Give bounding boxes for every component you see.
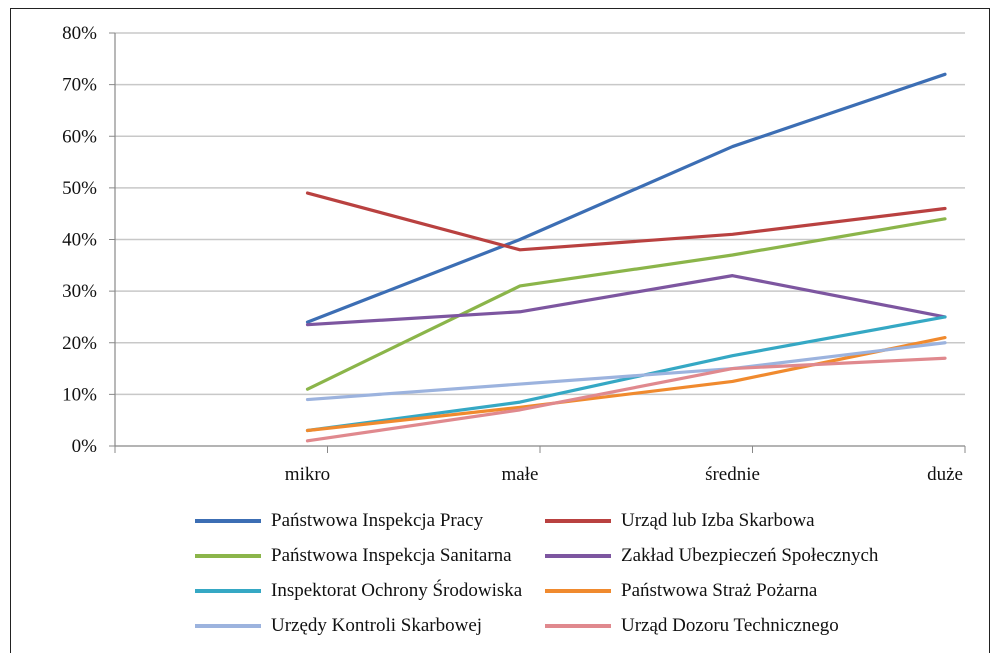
x-tick-label: mikro bbox=[285, 464, 330, 485]
series-lines bbox=[305, 72, 947, 443]
legend-label: Państwowa Inspekcja Pracy bbox=[271, 510, 484, 531]
axes bbox=[109, 32, 966, 453]
series-line bbox=[305, 335, 947, 433]
legend-swatch bbox=[545, 519, 611, 523]
legend-item: Państwowa Straż Pożarna bbox=[545, 579, 817, 603]
legend-item: Państwowa Inspekcja Sanitarna bbox=[195, 544, 512, 568]
legend-item: Inspektorat Ochrony Środowiska bbox=[195, 579, 522, 603]
legend-item: Urząd lub Izba Skarbowa bbox=[545, 509, 815, 533]
y-tick-label: 40% bbox=[62, 230, 97, 251]
y-tick-label: 60% bbox=[62, 126, 97, 147]
legend-swatch bbox=[195, 589, 261, 593]
series-line bbox=[305, 341, 947, 402]
legend-label: Urząd lub Izba Skarbowa bbox=[621, 510, 815, 531]
y-tick-labels: 0% 10% 20% 30% 40% 50% 60% 70% 80% bbox=[62, 23, 97, 457]
legend-label: Państwowa Inspekcja Sanitarna bbox=[271, 545, 512, 566]
series-line bbox=[305, 217, 947, 391]
legend-item: Urzędy Kontroli Skarbowej bbox=[195, 614, 482, 638]
y-tick-label: 80% bbox=[62, 23, 97, 44]
y-tick-label: 10% bbox=[62, 384, 97, 405]
series-line bbox=[305, 315, 947, 433]
legend-item: Urząd Dozoru Technicznego bbox=[545, 614, 839, 638]
y-tick-label: 0% bbox=[72, 436, 98, 457]
legend-label: Zakład Ubezpieczeń Społecznych bbox=[621, 545, 879, 566]
series-line bbox=[305, 191, 947, 252]
legend-swatch bbox=[195, 519, 261, 523]
x-tick-label: średnie bbox=[705, 464, 760, 485]
y-tick-label: 30% bbox=[62, 281, 97, 302]
legend-swatch bbox=[545, 624, 611, 628]
x-tick-label: duże bbox=[927, 464, 963, 485]
series-line bbox=[305, 72, 947, 324]
gridlines bbox=[115, 32, 965, 396]
y-tick-label: 50% bbox=[62, 178, 97, 199]
y-tick-label: 70% bbox=[62, 75, 97, 96]
legend-label: Urząd Dozoru Technicznego bbox=[621, 615, 839, 636]
legend-swatch bbox=[195, 624, 261, 628]
legend-swatch bbox=[545, 589, 611, 593]
legend-label: Państwowa Straż Pożarna bbox=[621, 580, 818, 601]
legend-swatch bbox=[195, 554, 261, 558]
series-line bbox=[305, 274, 947, 327]
legend-swatch bbox=[545, 554, 611, 558]
y-tick-label: 20% bbox=[62, 333, 97, 354]
legend-item: Państwowa Inspekcja Pracy bbox=[195, 509, 483, 533]
legend-item: Zakład Ubezpieczeń Społecznych bbox=[545, 544, 878, 568]
x-tick-label: małe bbox=[502, 464, 539, 485]
legend-label: Urzędy Kontroli Skarbowej bbox=[271, 615, 483, 636]
series-line bbox=[305, 356, 947, 443]
chart-frame bbox=[10, 8, 990, 653]
x-tick-labels: mikro małe średnie duże bbox=[285, 464, 963, 485]
legend-label: Inspektorat Ochrony Środowiska bbox=[271, 580, 523, 601]
